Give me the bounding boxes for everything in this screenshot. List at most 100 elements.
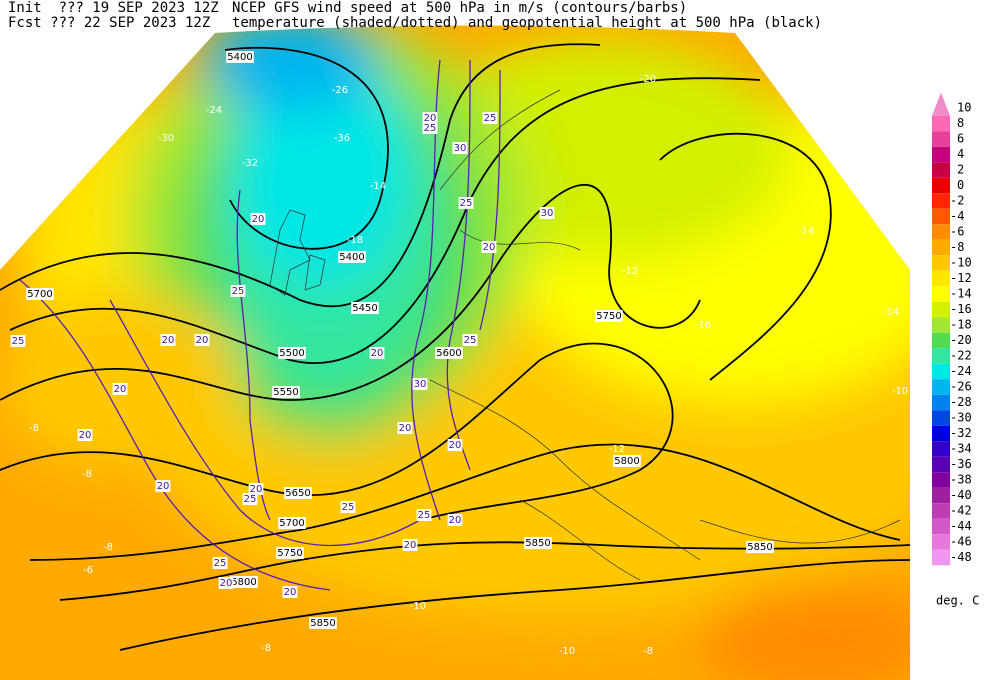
colorbar-swatch — [932, 503, 950, 519]
colorbar-label: -18 — [950, 318, 972, 332]
temperature-label: -30 — [158, 133, 174, 144]
temperature-label: -24 — [206, 105, 222, 116]
label-box — [412, 378, 428, 390]
wind-label: 20 — [404, 540, 417, 551]
label-box — [284, 487, 312, 499]
label-box — [77, 429, 93, 441]
label-box — [369, 347, 385, 359]
label-box — [435, 347, 463, 359]
colorbar-swatch — [932, 456, 950, 473]
label-box — [230, 285, 246, 297]
wind-contours — [19, 59, 501, 591]
temperature-label: -26 — [332, 85, 348, 96]
height-label: 5500 — [279, 348, 304, 359]
colorbar-label: 10 — [957, 101, 971, 115]
coastlines — [269, 89, 901, 581]
temperature-label: -10 — [892, 386, 908, 397]
temperature-label: -12 — [622, 266, 638, 277]
colorbar-swatch — [932, 115, 950, 132]
colorbar-swatch — [932, 224, 950, 240]
colorbar-label: -20 — [950, 333, 972, 347]
colorbar-swatch — [932, 208, 950, 225]
colorbar-label: -42 — [950, 504, 972, 518]
height-label: 5400 — [227, 52, 252, 63]
colorbar-label: 0 — [957, 178, 964, 192]
temperature-label: -12 — [609, 444, 625, 455]
colorbar-label: 2 — [957, 163, 964, 177]
wind-label: 25 — [244, 494, 257, 505]
wind-label: 25 — [484, 113, 497, 124]
temperature-label: -32 — [242, 158, 258, 169]
wind-label: 20 — [162, 335, 175, 346]
colorbar-swatch — [932, 363, 950, 380]
wind-label: 30 — [454, 143, 467, 154]
colorbar-label: -16 — [950, 302, 972, 316]
wind-label: 20 — [114, 384, 127, 395]
map-subtitle: temperature (shaded/dotted) and geopoten… — [232, 15, 822, 31]
wind-label: 25 — [232, 286, 245, 297]
height-label: 5800 — [231, 577, 256, 588]
wind-label: 25 — [424, 123, 437, 134]
colorbar-label: -12 — [950, 271, 972, 285]
colorbar-swatch — [932, 472, 950, 488]
temperature-label: -36 — [334, 133, 350, 144]
colorbar-swatch — [932, 379, 950, 395]
colorbar-swatch — [932, 131, 950, 147]
label-box — [226, 51, 254, 63]
colorbar-swatch — [932, 549, 950, 566]
wind-label: 25 — [342, 502, 355, 513]
height-label: 5600 — [436, 348, 461, 359]
wind-label: 25 — [460, 198, 473, 209]
label-box — [422, 112, 438, 124]
colorbar-swatch — [932, 317, 950, 333]
colorbar-swatch — [932, 270, 950, 287]
label-box — [338, 251, 366, 263]
colorbar-swatch — [932, 425, 950, 442]
colorbar-swatch — [932, 534, 950, 550]
height-label: 5650 — [285, 488, 310, 499]
temperature-label: -8 — [82, 469, 92, 480]
label-box — [397, 422, 413, 434]
colorbar-label: -26 — [950, 380, 972, 394]
colorbar-swatch — [932, 332, 950, 349]
colorbar-arrow — [932, 92, 950, 116]
colorbar-label: -44 — [950, 519, 972, 533]
temperature-label: -14 — [370, 181, 386, 192]
wind-label: 20 — [220, 578, 233, 589]
wind-label: 25 — [464, 335, 477, 346]
label-box — [613, 455, 641, 467]
label-box — [452, 142, 468, 154]
height-label: 5850 — [310, 618, 335, 629]
temperature-label: -8 — [261, 643, 271, 654]
label-box — [194, 334, 210, 346]
label-box — [481, 241, 497, 253]
colorbar-label: 6 — [957, 132, 964, 146]
colorbar-swatch — [932, 193, 950, 209]
temperature-label: -8 — [29, 423, 39, 434]
colorbar-swatch — [932, 177, 950, 194]
label-box — [160, 334, 176, 346]
label-box — [447, 439, 463, 451]
colorbar-label: -32 — [950, 426, 972, 440]
colorbar: 108 64 20 -2-4 -6-8 -10-12 -14-16 -18-20 -22-24 -… — [932, 92, 972, 566]
wind-label: 20 — [371, 348, 384, 359]
label-box — [282, 586, 298, 598]
height-label: 5850 — [525, 538, 550, 549]
label-box — [422, 122, 438, 134]
temperature-label: -14 — [883, 307, 899, 318]
colorbar-label: -10 — [950, 256, 972, 270]
temperature-label: -14 — [798, 226, 814, 237]
colorbar-swatch — [932, 301, 950, 318]
label-box — [458, 197, 474, 209]
wind-label: 20 — [79, 430, 92, 441]
label-box — [447, 514, 463, 526]
wind-label: 20 — [424, 113, 437, 124]
temperature-label: -18 — [347, 235, 363, 246]
colorbar-label: -22 — [950, 349, 972, 363]
label-box — [402, 539, 418, 551]
wind-label: 30 — [541, 208, 554, 219]
label-box — [155, 480, 171, 492]
colorbar-label: -38 — [950, 473, 972, 487]
colorbar-swatch — [932, 441, 950, 457]
